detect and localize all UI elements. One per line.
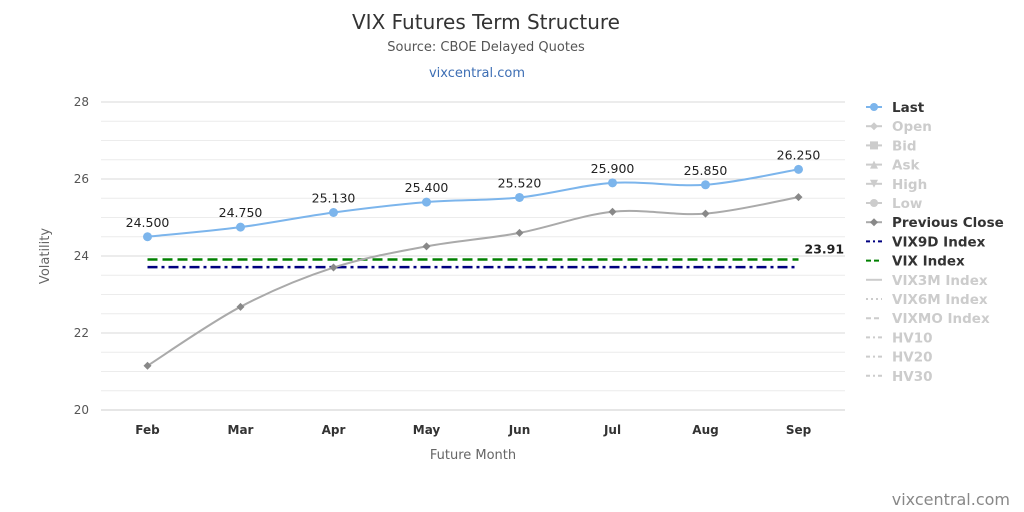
y-axis-label: Volatility bbox=[38, 228, 53, 284]
last-point-apr bbox=[329, 207, 338, 217]
legend-label-hv30: HV30 bbox=[892, 369, 933, 385]
x-tick-label-may: May bbox=[413, 423, 441, 437]
last-data-label-aug: 25.850 bbox=[684, 163, 728, 178]
x-tick-label-apr: Apr bbox=[322, 423, 346, 437]
previous-close-point-sep bbox=[794, 193, 803, 202]
plot-area: 23.91 24.500 24.750 25.130 25.400 25.520 25.90… bbox=[126, 147, 845, 370]
chart-title: VIX Futures Term Structure bbox=[352, 10, 620, 34]
legend-item-vix3m-index[interactable]: VIX3M Index bbox=[866, 273, 988, 289]
x-axis-label: Future Month bbox=[430, 448, 516, 463]
legend-label-ask: Ask bbox=[892, 158, 920, 174]
grid-lines bbox=[101, 101, 845, 411]
last-data-label-apr: 25.130 bbox=[312, 190, 356, 205]
legend-label-bid: Bid bbox=[892, 138, 917, 154]
last-line bbox=[147, 168, 799, 238]
legend-item-vix-index[interactable]: VIX Index bbox=[866, 254, 965, 270]
last-point-may bbox=[422, 197, 431, 207]
legend-square-marker bbox=[870, 141, 878, 150]
legend-item-vix6m-index[interactable]: VIX6M Index bbox=[866, 292, 988, 308]
x-tick-label-aug: Aug bbox=[692, 423, 718, 437]
y-tick-label: 22 bbox=[74, 326, 89, 340]
legend-item-last[interactable]: Last bbox=[866, 100, 925, 116]
last-point-jun bbox=[515, 192, 524, 202]
legend-diamond-marker bbox=[870, 218, 878, 227]
legend-item-ask[interactable]: Ask bbox=[866, 158, 920, 174]
last-point-mar bbox=[236, 222, 245, 232]
legend-item-hv30[interactable]: HV30 bbox=[866, 369, 933, 385]
legend-label-hv20: HV20 bbox=[892, 350, 933, 366]
previous-close-line bbox=[146, 196, 799, 367]
legend-label-last: Last bbox=[892, 100, 925, 116]
legend-triangle-down-marker bbox=[870, 179, 878, 188]
legend-triangle-marker bbox=[870, 160, 878, 169]
y-tick-label: 24 bbox=[74, 249, 89, 263]
chart-source-link[interactable]: vixcentral.com bbox=[429, 66, 525, 81]
y-tick-label: 20 bbox=[74, 403, 89, 417]
x-tick-label-jul: Jul bbox=[603, 423, 621, 437]
legend-label-previous-close: Previous Close bbox=[892, 215, 1004, 231]
previous-close-point-jul bbox=[608, 207, 617, 216]
legend-item-hv20[interactable]: HV20 bbox=[866, 350, 933, 366]
last-data-label-may: 25.400 bbox=[405, 180, 449, 195]
legend-label-low: Low bbox=[892, 196, 922, 212]
legend-item-high[interactable]: High bbox=[866, 177, 927, 193]
last-data-label-sep: 26.250 bbox=[777, 147, 821, 162]
legend-item-previous-close[interactable]: Previous Close bbox=[866, 215, 1004, 231]
previous-close-point-jun bbox=[515, 228, 524, 237]
last-data-label-feb: 24.500 bbox=[126, 215, 170, 230]
legend-label-vix-index: VIX Index bbox=[892, 254, 965, 270]
legend-label-open: Open bbox=[892, 119, 932, 135]
previous-close-point-apr bbox=[329, 263, 338, 272]
legend-item-vixmo-index[interactable]: VIXMO Index bbox=[866, 311, 990, 327]
legend-circle-marker bbox=[870, 199, 878, 207]
legend-label-vix6m-index: VIX6M Index bbox=[892, 292, 988, 308]
legend-item-bid[interactable]: Bid bbox=[866, 138, 917, 154]
last-data-label-jul: 25.900 bbox=[591, 161, 635, 176]
y-tick-label: 28 bbox=[74, 95, 89, 109]
legend-item-hv10[interactable]: HV10 bbox=[866, 330, 933, 346]
previous-close-point-aug bbox=[701, 209, 710, 218]
legend-item-open[interactable]: Open bbox=[866, 119, 932, 135]
x-tick-label-jun: Jun bbox=[508, 423, 531, 437]
legend-item-vix9d-index[interactable]: VIX9D Index bbox=[866, 234, 986, 250]
previous-close-point-mar bbox=[236, 302, 245, 311]
x-tick-label-mar: Mar bbox=[228, 423, 254, 437]
legend-circle-marker bbox=[870, 103, 878, 111]
legend-label-vixmo-index: VIXMO Index bbox=[892, 311, 990, 327]
last-point-jul bbox=[608, 178, 617, 188]
x-axis-ticks: Feb Mar Apr May Jun Jul Aug Sep bbox=[135, 423, 811, 437]
y-tick-label: 26 bbox=[74, 172, 89, 186]
legend-label-high: High bbox=[892, 177, 927, 193]
previous-close-point-may bbox=[422, 242, 431, 251]
x-tick-label-feb: Feb bbox=[135, 423, 160, 437]
vix-index-value-label: 23.91 bbox=[805, 241, 845, 256]
credit-text[interactable]: vixcentral.com bbox=[892, 490, 1010, 509]
legend-label-hv10: HV10 bbox=[892, 330, 933, 346]
last-point-sep bbox=[794, 164, 803, 174]
last-point-feb bbox=[143, 232, 152, 242]
y-axis-ticks: 20 22 24 26 28 bbox=[74, 95, 89, 417]
legend-label-vix9d-index: VIX9D Index bbox=[892, 234, 986, 250]
legend-label-vix3m-index: VIX3M Index bbox=[892, 273, 988, 289]
last-point-aug bbox=[701, 180, 710, 190]
legend-diamond-marker bbox=[870, 122, 878, 131]
chart-subtitle: Source: CBOE Delayed Quotes bbox=[387, 40, 585, 55]
x-tick-label-sep: Sep bbox=[786, 423, 812, 437]
last-data-label-mar: 24.750 bbox=[219, 205, 263, 220]
legend-item-low[interactable]: Low bbox=[866, 196, 922, 212]
previous-close-point-feb bbox=[143, 361, 152, 370]
legend: Last Open Bid Ask High Low Previous Close VIX9D… bbox=[866, 100, 1004, 385]
last-data-label-jun: 25.520 bbox=[498, 175, 542, 190]
